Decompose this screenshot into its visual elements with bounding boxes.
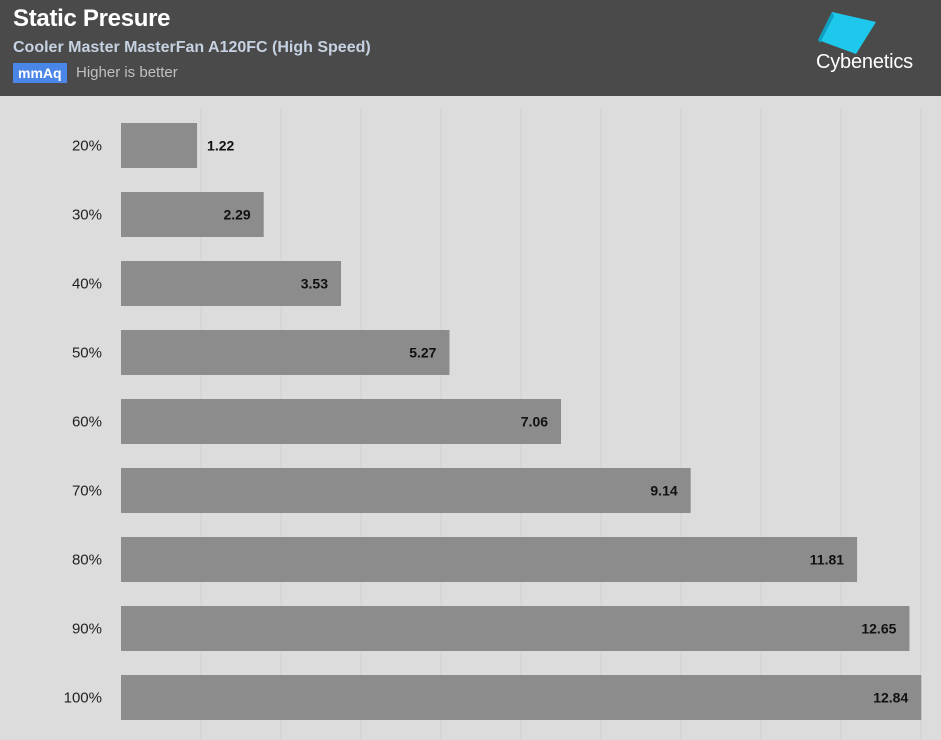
bar-50pct — [121, 330, 450, 375]
bar-chart: 20% 1.22 30% 2.29 40% 3.53 50% 5.27 60% 7.06 70% 9.… — [64, 108, 922, 740]
category-label: 90% — [72, 621, 102, 638]
bar-90pct — [121, 606, 910, 651]
category-label: 40% — [72, 276, 102, 293]
category-label: 20% — [72, 138, 102, 155]
value-label: 1.22 — [207, 138, 234, 154]
value-label: 5.27 — [409, 345, 436, 361]
category-label: 30% — [72, 207, 102, 224]
logo-text: Cybenetics — [816, 51, 913, 73]
value-label: 2.29 — [223, 207, 250, 223]
value-label: 9.14 — [650, 483, 677, 499]
bar-30pct — [121, 192, 264, 237]
chart-subtitle: Cooler Master MasterFan A120FC (High Spe… — [13, 39, 371, 56]
labels: 20% 1.22 30% 2.29 40% 3.53 50% 5.27 60% 7.06 70% 9.… — [64, 138, 909, 707]
value-label: 7.06 — [521, 414, 548, 430]
bar-100pct — [121, 675, 922, 720]
bar-20pct — [121, 123, 198, 168]
unit-badge: mmAq — [13, 63, 67, 83]
bars — [121, 123, 922, 720]
bar-60pct — [121, 399, 562, 444]
bar-40pct — [121, 261, 342, 306]
value-label: 11.81 — [810, 552, 844, 568]
chart-title: Static Presure — [13, 5, 171, 32]
value-label: 12.65 — [861, 621, 896, 637]
bar-80pct — [121, 537, 858, 582]
value-label: 3.53 — [301, 276, 328, 292]
chart-header: Static Presure Cooler Master MasterFan A… — [0, 0, 941, 96]
category-label: 100% — [64, 690, 102, 707]
category-label: 60% — [72, 414, 102, 431]
value-label: 12.84 — [873, 690, 908, 706]
higher-is-better-note: Higher is better — [76, 64, 178, 81]
category-label: 80% — [72, 552, 102, 569]
category-label: 50% — [72, 345, 102, 362]
cybenetics-logo-icon — [818, 12, 876, 54]
bar-70pct — [121, 468, 691, 513]
category-label: 70% — [72, 483, 102, 500]
